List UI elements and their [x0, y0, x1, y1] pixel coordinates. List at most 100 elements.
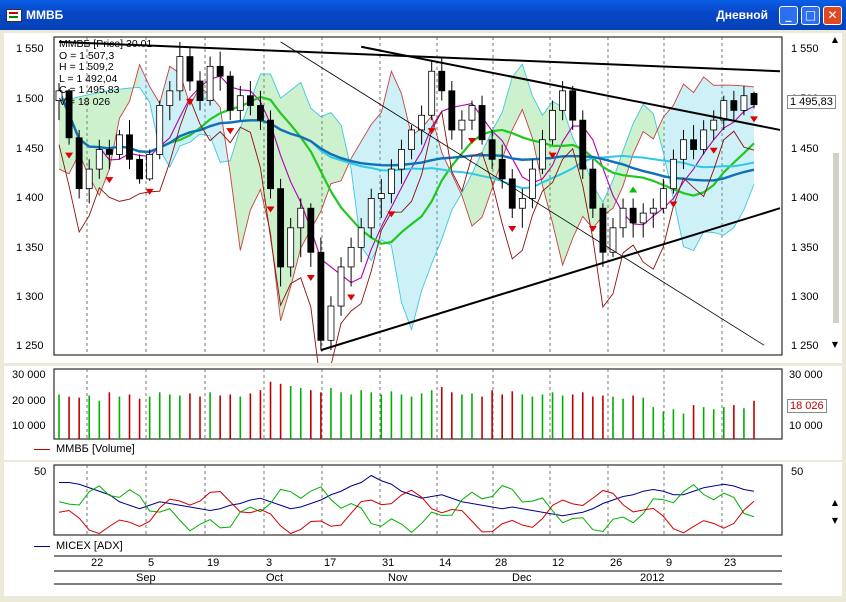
- window-title: ММВБ: [26, 8, 64, 22]
- ichimoku-cloud-segment: [210, 94, 221, 163]
- candle-body: [126, 134, 133, 160]
- candle-body: [559, 90, 567, 111]
- scroll-down-icon[interactable]: ▼: [831, 340, 839, 349]
- candle-body: [599, 207, 607, 253]
- month-label: Sep: [136, 572, 156, 584]
- day-label: 31: [382, 557, 395, 569]
- lagging-span-line: [58, 97, 755, 363]
- day-label: 26: [610, 557, 623, 569]
- candle-body: [236, 95, 244, 111]
- volume-chart[interactable]: [4, 366, 842, 460]
- adx-chart[interactable]: [4, 462, 842, 596]
- moving-average-line: [57, 90, 755, 182]
- ichimoku-cloud-segment: [139, 64, 150, 103]
- close-button[interactable]: ✕: [823, 6, 842, 25]
- adx-panel[interactable]: 50 50 ▲ ▼ MICEX [ADX] 22 5 19 3 17 31 14…: [4, 462, 842, 596]
- scroll-up-icon[interactable]: ▲: [831, 498, 839, 507]
- candle-body: [75, 137, 83, 190]
- candle-body: [488, 139, 496, 160]
- candle-body: [337, 266, 345, 307]
- open-value: O = 1 507,3: [59, 49, 115, 62]
- candle-body: [156, 105, 164, 155]
- ichimoku-cloud-segment: [623, 123, 634, 186]
- ichimoku-cloud-segment: [119, 88, 130, 119]
- candle-body: [539, 139, 546, 170]
- vol-tick-right: 10 000: [789, 420, 823, 432]
- y-tick-right: 1 400: [791, 192, 819, 204]
- candle-body: [186, 56, 194, 82]
- price-chart[interactable]: [4, 33, 842, 363]
- candle-body: [579, 119, 587, 170]
- candle-body: [478, 105, 486, 141]
- candle-body: [720, 100, 728, 121]
- window-titlebar: ММВБ Дневной _ □ ✕: [0, 0, 846, 30]
- adx-legend-swatch: [34, 545, 50, 547]
- candle-body: [317, 251, 325, 341]
- candle-body: [589, 168, 597, 209]
- chart-app-icon[interactable]: [6, 9, 22, 22]
- ichimoku-cloud-segment: [250, 74, 261, 210]
- close-value: C = 1 495,83: [59, 84, 120, 97]
- vol-tick-right: 30 000: [789, 369, 823, 381]
- candle-body: [609, 227, 617, 253]
- candle-body: [730, 100, 738, 111]
- volume-panel[interactable]: 30 000 20 000 10 000 30 000 10 000 18 02…: [4, 366, 842, 460]
- month-label: Dec: [512, 572, 532, 584]
- candle-body: [146, 154, 154, 180]
- up-arrow-icon: [629, 186, 638, 193]
- candle-body: [327, 305, 335, 341]
- candle-body: [508, 178, 516, 209]
- ichimoku-cloud-segment: [240, 100, 251, 251]
- scroll-up-icon[interactable]: ▲: [831, 35, 839, 44]
- candle-body: [619, 207, 627, 229]
- volume-legend-label: ММВБ [Volume]: [56, 443, 135, 455]
- ichimoku-cloud-segment: [673, 84, 684, 247]
- candle-body: [468, 105, 476, 121]
- ichimoku-cloud-segment: [441, 152, 452, 240]
- price-panel[interactable]: ММВБ [Price] 30.01 O = 1 507,3 H = 1 509…: [4, 33, 842, 363]
- trendline: [280, 41, 765, 346]
- period-label[interactable]: Дневной: [716, 8, 768, 22]
- down-arrow-icon: [588, 226, 597, 233]
- ichimoku-cloud-segment: [300, 82, 311, 249]
- vol-tick-left: 10 000: [12, 420, 46, 432]
- minimize-button[interactable]: _: [779, 6, 798, 25]
- day-label: 9: [666, 557, 673, 569]
- y-tick-right: 1 350: [791, 242, 819, 254]
- adx-tick-left: 50: [34, 466, 47, 478]
- down-arrow-icon: [185, 98, 194, 105]
- ichimoku-cloud-segment: [351, 141, 362, 247]
- candle-body: [549, 109, 556, 141]
- candle-body: [216, 65, 224, 77]
- candle-body: [206, 65, 214, 102]
- down-arrow-icon: [105, 177, 114, 184]
- down-arrow-icon: [387, 211, 396, 218]
- ichimoku-cloud-segment: [582, 156, 593, 229]
- ichimoku-cloud-segment: [471, 152, 483, 227]
- down-arrow-icon: [750, 116, 758, 123]
- ichimoku-cloud-segment: [703, 76, 714, 233]
- candle-body: [639, 212, 647, 224]
- day-label: 12: [552, 557, 565, 569]
- ichimoku-cloud-segment: [411, 128, 422, 330]
- candle-body: [226, 75, 234, 111]
- cloud-line-b: [58, 63, 755, 321]
- candle-body: [629, 207, 637, 224]
- candle-body: [307, 207, 315, 253]
- y-tick-right: 1 300: [791, 291, 819, 303]
- candle-body: [116, 134, 123, 155]
- down-arrow-icon: [669, 201, 678, 208]
- candle-body: [95, 149, 103, 170]
- candle-body: [287, 227, 295, 268]
- minimize-icon: _: [785, 8, 792, 22]
- moving-average-line: [57, 90, 755, 245]
- scrollbar-track[interactable]: [833, 153, 839, 323]
- y-tick-right: 1 250: [791, 340, 819, 352]
- scroll-down-icon[interactable]: ▼: [831, 516, 839, 525]
- ichimoku-cloud-segment: [461, 173, 472, 227]
- down-arrow-icon: [548, 152, 557, 159]
- maximize-button[interactable]: □: [801, 6, 820, 25]
- price-title: ММВБ [Price] 30.01: [59, 38, 153, 50]
- candle-body: [528, 168, 536, 199]
- minus-di-line: [58, 489, 755, 535]
